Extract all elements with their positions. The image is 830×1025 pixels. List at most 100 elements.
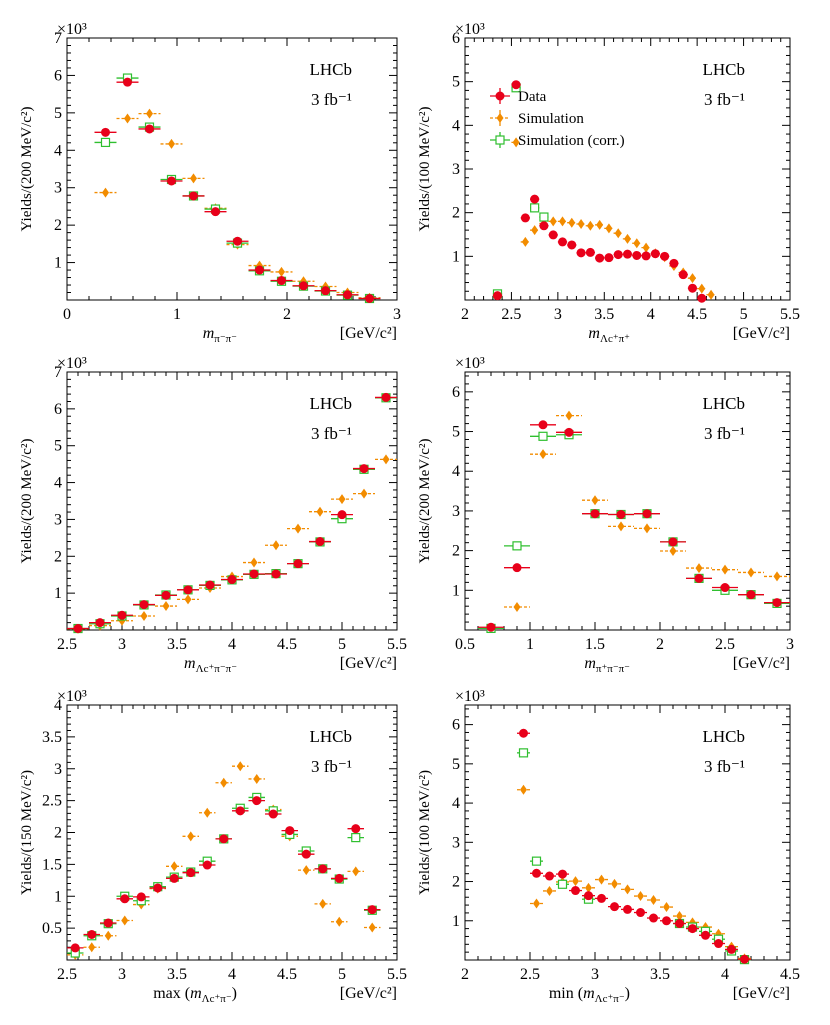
y-exponent-label: ×10³ xyxy=(57,21,87,38)
data-point-marker xyxy=(676,911,683,922)
data-point-marker xyxy=(301,849,311,859)
data-point-marker xyxy=(124,113,131,124)
lumi-label: 3 fb⁻¹ xyxy=(311,424,352,443)
data-point-marker xyxy=(318,864,328,874)
x-tick-label: 3 xyxy=(786,636,794,653)
data-point-marker xyxy=(233,236,242,246)
x-tick-label: 3.5 xyxy=(650,966,670,983)
x-tick-label: 4 xyxy=(647,306,655,323)
data-point-marker xyxy=(747,567,755,578)
data-point-marker xyxy=(689,273,696,284)
chart-svg-min-m-lcpi: 2 2.5 3 3.5 4 4.5 1 2 3 4 5 6 ×10³ Yields/(100 MeV/c²… xyxy=(417,688,800,1005)
data-point-marker xyxy=(235,806,245,816)
x-tick-label: 4.5 xyxy=(277,636,297,653)
data-point-marker xyxy=(698,283,706,294)
data-point-marker xyxy=(688,283,697,293)
y-tick-label: 2 xyxy=(452,874,460,891)
data-point-marker xyxy=(531,856,542,866)
y-axis-title: Yields/(200 MeV/c²) xyxy=(19,439,35,564)
chart-panel-max-m-lcpi: 2.5 3 3.5 4 4.5 5 5.5 0.5 1 1.5 2 2.5 3 3.5 4 ×10³ Yield… xyxy=(0,685,415,1025)
data-point-marker xyxy=(668,537,678,547)
data-point-marker xyxy=(351,824,361,834)
x-tick-label: 2.5 xyxy=(520,966,540,983)
y-tick-label: 1 xyxy=(54,888,62,905)
data-point-marker xyxy=(511,80,521,90)
y-exponent-label: ×10³ xyxy=(455,355,485,372)
data-point-marker xyxy=(772,598,782,608)
y-axis-title: Yields/(200 MeV/c²) xyxy=(417,439,433,564)
data-point-marker xyxy=(299,281,308,291)
data-point-marker xyxy=(88,942,96,953)
data-point-marker xyxy=(616,509,626,519)
lhcb-label: LHCb xyxy=(703,727,746,746)
data-point-marker xyxy=(577,219,585,230)
chart-svg-m-lcpipi: 2.5 3 3.5 4 4.5 5 5.5 1 2 3 4 5 6 7×10³ Yields/(200 Me… xyxy=(19,355,407,675)
x-tick-label: 3.5 xyxy=(167,636,187,653)
data-point-marker xyxy=(539,221,549,231)
data-point-marker xyxy=(220,777,228,788)
data-point-marker xyxy=(227,575,237,585)
lumi-label: 3 fb⁻¹ xyxy=(704,90,745,109)
y-tick-label: 4 xyxy=(54,697,62,714)
y-tick-label: 2.5 xyxy=(42,793,62,810)
data-point-marker xyxy=(688,924,697,934)
data-point-marker xyxy=(545,871,554,881)
data-point-marker xyxy=(567,240,577,250)
plot-frame xyxy=(66,37,398,301)
data-point-marker xyxy=(512,137,520,148)
chart-svg-m-pipipi: 0.5 1 1.5 2 2.5 3 1 2 3 4 5 6 ×10³ Yields/(200 MeV/c²… xyxy=(417,355,794,675)
data-point-marker xyxy=(641,251,651,261)
lumi-label: 3 fb⁻¹ xyxy=(704,424,745,443)
y-tick-label: 4 xyxy=(452,795,460,812)
data-point-marker xyxy=(236,761,244,772)
data-point-marker xyxy=(617,521,625,532)
data-point-marker xyxy=(95,618,105,628)
data-point-marker xyxy=(168,138,175,149)
x-axis-unit: [GeV/c²] xyxy=(340,655,397,672)
y-tick-label: 6 xyxy=(452,30,460,47)
data-point-marker xyxy=(277,276,286,286)
data-point-marker xyxy=(315,537,325,547)
y-axis-title: Yields/(150 MeV/c²) xyxy=(19,770,35,895)
data-point-marker xyxy=(572,876,579,887)
plot-frame xyxy=(464,371,791,631)
data-point-marker xyxy=(532,868,541,878)
data-point-marker xyxy=(559,216,566,227)
data-point-marker xyxy=(565,410,573,421)
y-tick-label: 2 xyxy=(452,205,460,222)
data-point-marker xyxy=(707,289,715,300)
data-point-marker xyxy=(678,270,688,280)
legend-label: Simulation (corr.) xyxy=(518,133,625,149)
x-axis-unit: [GeV/c²] xyxy=(340,325,397,342)
plot-frame xyxy=(464,704,791,961)
y-tick-label: 4 xyxy=(452,463,460,480)
data-point-marker xyxy=(576,248,586,258)
data-point-marker xyxy=(186,868,196,878)
y-tick-label: 7 xyxy=(54,364,62,381)
data-point-marker xyxy=(714,939,723,949)
data-point-marker xyxy=(585,882,592,893)
x-tick-label: 0 xyxy=(63,306,71,323)
data-point-marker xyxy=(605,223,613,234)
y-axis-title: Yields/(100 MeV/c²) xyxy=(417,770,433,895)
series-data xyxy=(67,796,381,953)
data-point-marker xyxy=(381,392,391,402)
data-point-marker xyxy=(359,464,369,474)
data-point-marker xyxy=(611,878,618,889)
data-point-marker xyxy=(211,207,220,217)
y-tick-label: 6 xyxy=(54,67,62,84)
data-point-marker xyxy=(675,919,684,929)
data-point-marker xyxy=(624,884,631,895)
x-axis-title: mπ⁻π⁻ xyxy=(203,325,237,345)
series-simulation-corr- xyxy=(478,430,790,634)
data-point-marker xyxy=(586,220,594,231)
data-point-marker xyxy=(663,902,670,913)
data-point-marker xyxy=(250,557,258,568)
data-point-marker xyxy=(746,590,756,600)
data-point-marker xyxy=(167,176,176,186)
data-point-marker xyxy=(538,431,548,441)
data-point-marker xyxy=(365,294,374,304)
data-point-marker xyxy=(538,420,548,430)
data-point-marker xyxy=(519,728,528,738)
data-point-marker xyxy=(539,449,547,460)
